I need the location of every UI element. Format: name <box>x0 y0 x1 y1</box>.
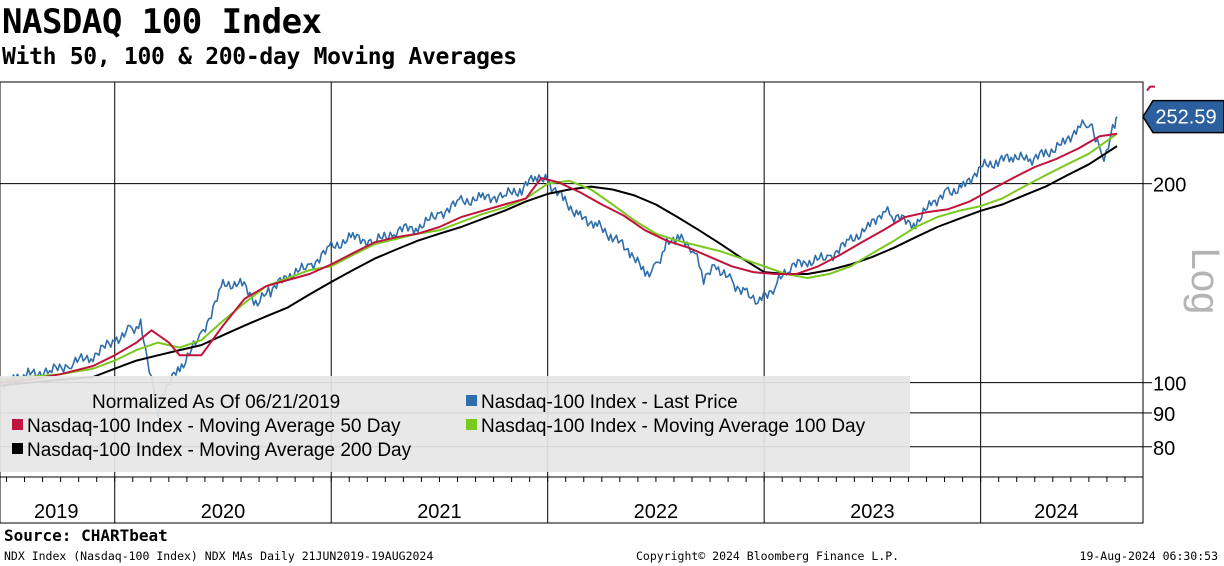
chart-title: NASDAQ 100 Index <box>2 2 322 42</box>
last-value-label: 252.59 <box>1155 107 1216 129</box>
x-axis: 2019 2020 2021 2022 2023 2024 <box>5 477 1144 523</box>
ticker-info: NDX Index (Nasdaq-100 Index) NDX MAs Dai… <box>4 549 434 563</box>
series-ma200 <box>0 145 1118 387</box>
legend-label-ma50: Nasdaq-100 Index - Moving Average 50 Day <box>27 416 401 437</box>
legend-swatch-ma200 <box>12 443 23 454</box>
source-note: Source: CHARTbeat <box>4 526 168 545</box>
x-tick-label: 2022 <box>634 501 679 523</box>
legend-label-ma100: Nasdaq-100 Index - Moving Average 100 Da… <box>481 416 866 437</box>
x-tick-label: 2023 <box>850 501 895 523</box>
chart-subtitle: With 50, 100 & 200-day Moving Averages <box>2 44 517 70</box>
legend-swatch-ma100 <box>466 419 477 430</box>
x-tick-label: 2024 <box>1034 501 1079 523</box>
legend-label-price: Nasdaq-100 Index - Last Price <box>481 392 738 413</box>
y-tick-label: 80 <box>1153 438 1175 460</box>
y-tick-label: 90 <box>1153 404 1175 426</box>
x-tick-label: 2020 <box>201 501 246 523</box>
legend-label-ma200: Nasdaq-100 Index - Moving Average 200 Da… <box>27 440 412 461</box>
x-tick-label: 2019 <box>34 501 79 523</box>
y-axis: 80 90 100 200 <box>1143 175 1186 460</box>
copyright: Copyright© 2024 Bloomberg Finance L.P. <box>636 549 900 563</box>
legend-swatch-price <box>466 395 477 406</box>
normalization-note: Normalized As Of 06/21/2019 <box>92 392 340 413</box>
series-layer <box>0 116 1118 418</box>
legend: Normalized As Of 06/21/2019 Nasdaq-100 In… <box>0 376 910 472</box>
legend-swatch-ma50 <box>12 419 23 430</box>
last-value-badge: 252.59 <box>1142 85 1224 134</box>
legend-box <box>0 376 910 472</box>
series-ma50 <box>0 132 1118 384</box>
y-axis-label: Log <box>1183 248 1224 315</box>
timestamp: 19-Aug-2024 06:30:53 <box>1079 549 1218 563</box>
y-tick-label: 200 <box>1153 175 1186 197</box>
x-tick-label: 2021 <box>417 501 462 523</box>
series-ma100 <box>0 132 1118 381</box>
y-tick-label: 100 <box>1153 374 1186 396</box>
last-value-badge-shape <box>1142 99 1224 134</box>
ma50-end-marker <box>1146 85 1155 92</box>
